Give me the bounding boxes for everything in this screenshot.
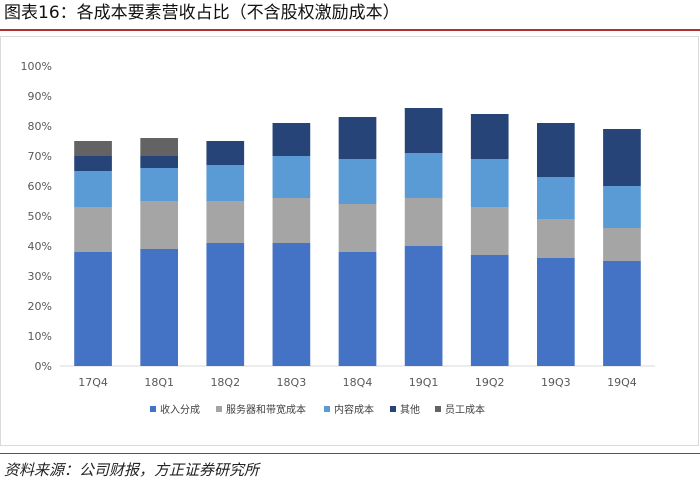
y-tick-label: 20% [28,300,52,313]
title-underline [0,29,700,31]
y-tick-label: 60% [28,180,52,193]
bar-segment [603,228,641,261]
bar-segment [536,219,575,258]
bar-segment [536,177,575,219]
y-tick-label: 90% [28,90,52,103]
legend-swatch [390,406,396,412]
bar-segment [206,201,245,243]
bar-segment [404,108,443,153]
y-tick-label: 0% [35,360,52,373]
stacked-bar-chart: 0% 10% 20% 30% 40% 50% 60% 70% 80% 90% 100% 17Q4 18Q… [21,60,655,416]
bar-segment [206,141,245,165]
y-tick-label: 40% [28,240,52,253]
bar-segment [74,252,112,366]
bar-segment [272,243,311,366]
x-tick-label: 18Q3 [277,376,307,389]
bar-segment [74,171,112,207]
bar-segment [603,186,641,228]
legend-label: 内容成本 [334,403,374,416]
x-tick-label: 18Q4 [343,376,373,389]
bar-segment [272,198,311,243]
legend-swatch [216,406,222,412]
x-tick-label: 18Q2 [210,376,240,389]
bar-segment [74,156,112,171]
bar-segment [338,117,377,159]
x-tick-label: 19Q4 [607,376,637,389]
bar-segment [74,141,112,156]
x-tick-label: 17Q4 [78,376,108,389]
bar-segment [272,156,311,198]
figure-title: 图表16：各成本要素营收占比（不含股权激励成本） [0,0,700,30]
x-tick-label: 19Q1 [409,376,439,389]
bar-segment [74,207,112,252]
bar-segment [470,207,509,255]
x-tick-label: 18Q1 [144,376,174,389]
bar-segment [338,204,377,252]
bar-segment [206,165,245,201]
source-note: 资料来源：公司财报，方正证券研究所 [4,461,260,479]
bar-segment [338,159,377,204]
figure-title-text: 图表16：各成本要素营收占比（不含股权激励成本） [4,3,400,23]
bar-segment [603,129,641,186]
x-tick-label: 19Q3 [541,376,571,389]
x-tick-label: 19Q2 [475,376,505,389]
bar-segment [140,249,179,366]
y-tick-label: 70% [28,150,52,163]
legend-label: 员工成本 [445,403,485,416]
bar-segment [140,201,179,249]
bar-segment [272,123,311,156]
legend-swatch [435,406,441,412]
bar-segment [404,153,443,198]
y-tick-label: 10% [28,330,52,343]
legend-label: 其他 [400,403,420,416]
bar-segment [404,246,443,366]
bar-segment [140,156,179,168]
legend-label: 服务器和带宽成本 [226,403,306,416]
y-tick-label: 50% [28,210,52,223]
bar-segment [470,159,509,207]
bar-segment [206,243,245,366]
bar-segment [470,114,509,159]
source-divider [0,453,700,454]
y-tick-label: 80% [28,120,52,133]
legend-label: 收入分成 [160,403,200,416]
bar-segment [338,252,377,366]
legend-swatch [150,406,156,412]
bar-segment [140,138,179,156]
y-tick-label: 30% [28,270,52,283]
bar-segment [404,198,443,246]
bar-segment [603,261,641,366]
bar-segment [140,168,179,201]
legend-swatch [324,406,330,412]
y-tick-label: 100% [21,60,52,73]
bar-segment [470,255,509,366]
chart-frame [0,36,699,446]
bar-segment [536,258,575,366]
bar-segment [536,123,575,177]
